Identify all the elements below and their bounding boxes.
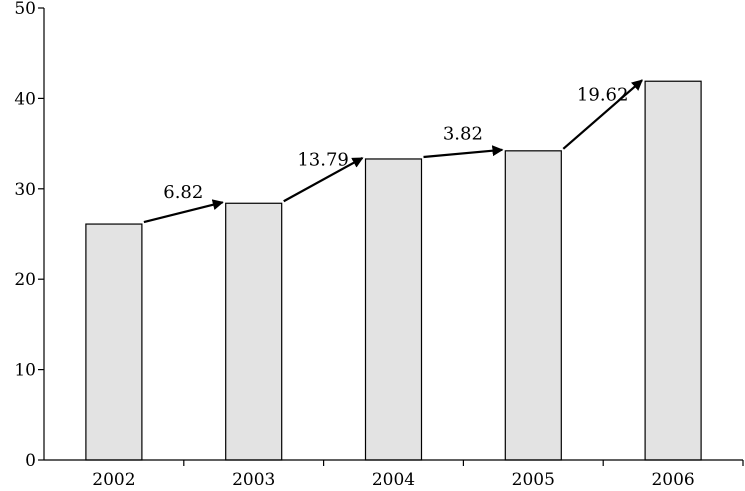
y-tick-label: 0 [25, 451, 36, 471]
y-tick-label: 20 [14, 270, 36, 290]
x-axis-labels: 2002 2003 2004 2005 2006 [92, 460, 744, 490]
growth-label: 13.79 [297, 150, 349, 171]
growth-label: 6.82 [163, 182, 203, 203]
x-tick-label: 2002 [92, 470, 135, 490]
y-tick-label: 40 [14, 89, 36, 109]
y-tick-label: 50 [14, 0, 36, 19]
bar-2006 [644, 80, 702, 461]
growth-arrow [423, 145, 504, 159]
bars [85, 80, 702, 461]
bar-2005 [504, 150, 562, 461]
growth-arrow [283, 157, 364, 203]
growth-arrow [143, 199, 224, 224]
growth-arrows: 6.82 13.79 3.82 19.62 [143, 79, 643, 224]
growth-label: 3.82 [443, 123, 483, 144]
x-tick-label: 2004 [372, 470, 415, 490]
y-tick-label: 10 [14, 361, 36, 381]
y-axis-ticks: 0 10 20 30 40 50 [14, 0, 44, 471]
growth-arrow [562, 79, 643, 150]
x-tick-label: 2006 [651, 470, 694, 490]
growth-label: 19.62 [577, 85, 629, 106]
bar-2002 [85, 223, 143, 461]
x-tick-label: 2003 [232, 470, 275, 490]
bar-2004 [364, 158, 423, 461]
x-tick-label: 2005 [512, 470, 555, 490]
bar-2003 [225, 202, 283, 461]
y-tick-label: 30 [14, 180, 36, 200]
